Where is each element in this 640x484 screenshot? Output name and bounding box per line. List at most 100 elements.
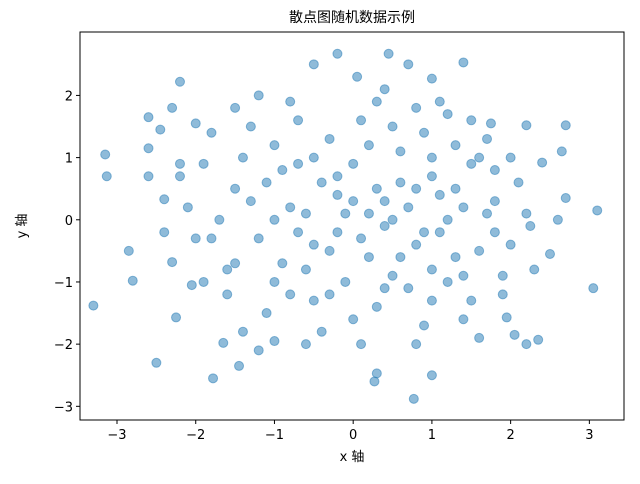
point <box>269 140 280 151</box>
x-tick-label: 1 <box>428 428 436 443</box>
point <box>450 252 461 263</box>
point <box>308 59 319 70</box>
point <box>434 96 445 107</box>
point <box>348 196 359 207</box>
point <box>521 208 532 219</box>
point <box>442 276 453 287</box>
point <box>245 121 256 132</box>
point <box>588 283 599 294</box>
point <box>300 208 311 219</box>
point <box>387 214 398 225</box>
point <box>174 76 185 87</box>
point <box>466 115 477 126</box>
point <box>379 221 390 231</box>
point <box>458 57 469 68</box>
point <box>560 120 571 131</box>
point <box>285 96 296 107</box>
point <box>151 357 162 368</box>
point <box>369 376 380 387</box>
point <box>143 171 154 182</box>
point <box>293 158 304 169</box>
point <box>127 275 138 286</box>
point <box>155 124 166 135</box>
point <box>395 252 406 263</box>
point <box>363 252 374 263</box>
point <box>450 140 461 151</box>
point <box>371 183 382 194</box>
point <box>222 264 233 275</box>
point <box>505 239 516 250</box>
point <box>489 165 500 176</box>
point <box>403 59 414 70</box>
point <box>332 48 343 59</box>
point <box>253 345 264 356</box>
point <box>395 146 406 157</box>
point <box>300 264 311 275</box>
point <box>285 202 296 213</box>
point <box>513 177 524 188</box>
point <box>261 308 272 319</box>
point <box>159 227 170 238</box>
point <box>474 332 485 343</box>
point <box>474 152 485 163</box>
point <box>230 183 241 194</box>
point <box>442 109 453 120</box>
point <box>293 115 304 126</box>
point <box>458 202 469 213</box>
point <box>269 214 280 225</box>
point <box>253 233 264 244</box>
point <box>489 227 500 238</box>
point <box>143 112 154 123</box>
point <box>356 339 367 350</box>
point <box>544 248 555 259</box>
point <box>552 214 563 225</box>
point <box>234 360 245 371</box>
y-tick-label: −2 <box>54 338 73 353</box>
point <box>501 312 512 323</box>
point <box>285 289 296 300</box>
chart-title: 散点图随机数据示例 <box>289 10 415 26</box>
point <box>324 245 335 256</box>
point <box>167 102 178 113</box>
point <box>167 257 178 268</box>
point <box>533 334 544 345</box>
point <box>529 264 540 275</box>
point <box>230 102 241 113</box>
point <box>426 264 437 275</box>
point <box>293 227 304 238</box>
point <box>411 102 422 113</box>
point <box>300 339 311 350</box>
point <box>521 120 532 131</box>
x-tick-label: −2 <box>186 428 205 443</box>
point <box>159 194 170 205</box>
point <box>426 370 437 381</box>
point <box>123 245 134 256</box>
point <box>245 196 256 207</box>
point <box>206 233 217 244</box>
point <box>101 171 112 182</box>
point <box>592 205 603 216</box>
y-tick-label: −1 <box>54 276 73 291</box>
point <box>308 295 319 306</box>
point <box>356 233 367 244</box>
point <box>403 202 414 213</box>
point <box>426 171 437 182</box>
y-tick-label: −3 <box>54 400 73 415</box>
point <box>458 270 469 281</box>
point <box>324 289 335 300</box>
point <box>450 183 461 194</box>
point <box>497 289 508 300</box>
point <box>237 152 248 163</box>
point <box>434 227 445 238</box>
point <box>371 301 382 312</box>
plot-frame <box>79 31 625 421</box>
x-tick-label: 3 <box>585 428 593 443</box>
x-tick-label: 0 <box>349 428 357 443</box>
x-tick-label: −1 <box>265 428 284 443</box>
point <box>190 233 201 244</box>
y-axis-label: y 轴 <box>15 214 30 239</box>
point <box>340 276 351 287</box>
point <box>485 118 496 129</box>
point <box>556 146 567 157</box>
point <box>308 239 319 250</box>
